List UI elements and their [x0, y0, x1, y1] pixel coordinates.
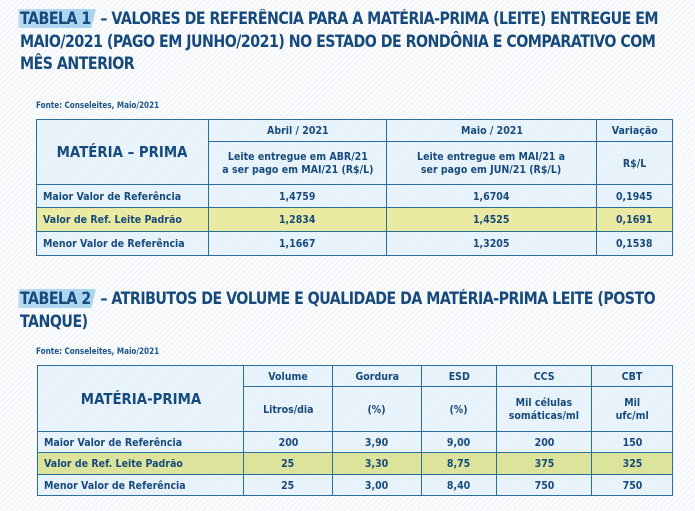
cell-value: 1,3205 — [386, 231, 597, 256]
table2: MATÉRIA-PRIMA Volume Gordura ESD CCS CBT… — [37, 365, 673, 496]
row-label: Valor de Ref. Leite Padrão — [36, 207, 209, 232]
table2-col-header: CCS — [496, 365, 592, 387]
cell-value: 750 — [591, 474, 673, 496]
cell-value: 1,6704 — [386, 184, 597, 208]
cell-value: 1,2834 — [208, 207, 387, 232]
table1-col-subheader: R$/L — [596, 141, 673, 185]
table1-tag: TABELA 1 — [18, 9, 96, 28]
table2-corner-label: MATÉRIA-PRIMA — [37, 365, 244, 432]
cell-value: 1,4525 — [386, 207, 597, 232]
table2-title-text: – ATRIBUTOS DE VOLUME E QUALIDADE DA MAT… — [20, 289, 656, 331]
table-row-highlighted: Valor de Ref. Leite Padrão 1,2834 1,4525… — [36, 207, 673, 232]
cell-value: 3,90 — [332, 431, 422, 453]
cell-value: 1,1667 — [208, 231, 387, 256]
cell-value: 1,4759 — [208, 184, 387, 208]
cell-value: 25 — [243, 452, 333, 475]
table-row: Menor Valor de Referência 1,1667 1,3205 … — [36, 231, 673, 256]
cell-value: 150 — [591, 431, 673, 453]
table2-title: TABELA 2 – ATRIBUTOS DE VOLUME E QUALIDA… — [18, 288, 682, 333]
table1-corner-label: MATÉRIA – PRIMA — [36, 119, 209, 185]
cell-value: 0,1691 — [596, 207, 673, 232]
table1-col-header: Variação — [596, 119, 673, 142]
table2-tag: TABELA 2 — [18, 289, 96, 308]
row-label: Menor Valor de Referência — [36, 231, 209, 256]
cell-value: 200 — [243, 431, 333, 453]
table-row: Maior Valor de Referência 200 3,90 9,00 … — [37, 431, 673, 453]
cell-value: 8,40 — [421, 474, 497, 496]
table1-title: TABELA 1 – VALORES DE REFERÊNCIA PARA A … — [18, 8, 682, 76]
row-label: Maior Valor de Referência — [36, 184, 209, 208]
cell-value: 0,1945 — [596, 184, 673, 208]
table1-source: Fonte: Conseleites, Maio/2021 — [36, 101, 160, 111]
table2-col-header: CBT — [591, 365, 673, 387]
table2-col-unit: Mil células somáticas/ml — [496, 386, 592, 432]
table2-col-unit: Mil ufc/ml — [591, 386, 673, 432]
table2-col-header: ESD — [421, 365, 497, 387]
cell-value: 0,1538 — [596, 231, 673, 256]
cell-value: 25 — [243, 474, 333, 496]
table1-col-header: Maio / 2021 — [386, 119, 597, 142]
row-label: Maior Valor de Referência — [37, 431, 244, 453]
table2-source: Fonte: Conseleites, Maio/2021 — [36, 347, 160, 357]
table2-col-header: Gordura — [332, 365, 422, 387]
cell-value: 9,00 — [421, 431, 497, 453]
cell-value: 325 — [591, 452, 673, 475]
row-label: Valor de Ref. Leite Padrão — [37, 452, 244, 475]
table2-col-header: Volume — [243, 365, 333, 387]
cell-value: 8,75 — [421, 452, 497, 475]
table-row: Maior Valor de Referência 1,4759 1,6704 … — [36, 184, 673, 208]
table1-col-subheader: Leite entregue em ABR/21 a ser pago em MA… — [208, 141, 387, 185]
table1-col-header: Abril / 2021 — [208, 119, 387, 142]
cell-value: 200 — [496, 431, 592, 453]
table2-col-unit: (%) — [421, 386, 497, 432]
cell-value: 750 — [496, 474, 592, 496]
cell-value: 3,00 — [332, 474, 422, 496]
cell-value: 375 — [496, 452, 592, 475]
row-label: Menor Valor de Referência — [37, 474, 244, 496]
table-row-highlighted: Valor de Ref. Leite Padrão 25 3,30 8,75 … — [37, 452, 673, 475]
cell-value: 3,30 — [332, 452, 422, 475]
table2-col-unit: (%) — [332, 386, 422, 432]
table1: MATÉRIA – PRIMA Abril / 2021 Maio / 2021… — [36, 119, 673, 256]
table1-col-subheader: Leite entregue em MAI/21 a ser pago em JU… — [386, 141, 597, 185]
table1-title-text: – VALORES DE REFERÊNCIA PARA A MATÉRIA-P… — [20, 9, 659, 73]
table-row: Menor Valor de Referência 25 3,00 8,40 7… — [37, 474, 673, 496]
table2-col-unit: Litros/dia — [243, 386, 333, 432]
